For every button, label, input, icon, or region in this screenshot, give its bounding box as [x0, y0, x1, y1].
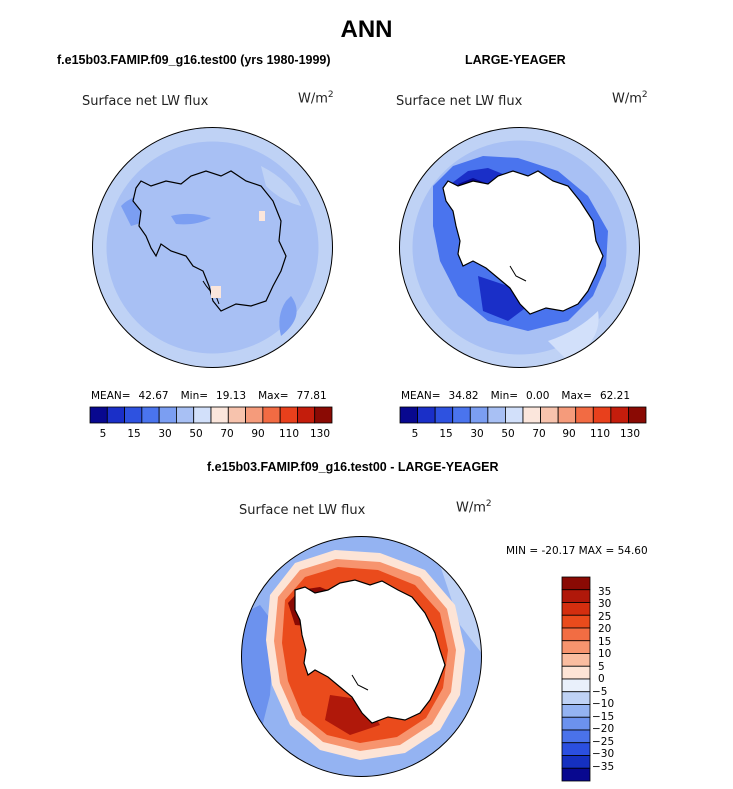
- colorbar-swatch: [575, 406, 594, 424]
- colorbar-swatch: [452, 406, 471, 424]
- colorbar-swatch: [141, 406, 160, 424]
- units-label-model: W/m2: [298, 90, 334, 107]
- colorbar-tick: −35: [592, 761, 615, 773]
- colorbar-swatch: [124, 406, 143, 424]
- minmax-diff: MIN = -20.17 MAX = 54.60: [506, 545, 648, 557]
- colorbar-tick: 0: [598, 673, 605, 685]
- colorbar-swatch: [314, 406, 333, 424]
- colorbar-tick: 5: [411, 428, 419, 440]
- colorbar-obs: [399, 406, 647, 424]
- colorbar-tick: 20: [598, 623, 612, 635]
- colorbar-tick: 90: [562, 428, 576, 440]
- colorbar-tick: 110: [278, 428, 300, 440]
- colorbar-swatch: [561, 678, 591, 693]
- colorbar-swatch: [561, 691, 591, 705]
- units-label-obs: W/m2: [612, 90, 648, 107]
- colorbar-tick: 70: [532, 428, 546, 440]
- colorbar-tick: 15: [439, 428, 453, 440]
- colorbar-tick: 50: [189, 428, 203, 440]
- colorbar-tick: −15: [592, 711, 615, 723]
- colorbar-swatch: [561, 665, 591, 680]
- colorbar-tick: 25: [598, 611, 612, 623]
- panel-title-obs: LARGE-YEAGER: [465, 53, 566, 67]
- colorbar-tick: 70: [220, 428, 234, 440]
- colorbar-swatch: [505, 406, 524, 424]
- colorbar-swatch: [417, 406, 436, 424]
- colorbar-swatch: [557, 406, 577, 424]
- colorbar-swatch: [561, 589, 591, 603]
- colorbar-swatch: [227, 406, 246, 424]
- colorbar-swatch: [434, 406, 454, 424]
- colorbar-swatch: [399, 406, 418, 424]
- colorbar-tick: 5: [598, 661, 605, 673]
- stats-obs: MEAN= 34.82 Min= 0.00 Max= 62.21: [401, 390, 630, 402]
- colorbar-swatch: [592, 406, 612, 424]
- colorbar-tick: 5: [99, 428, 107, 440]
- colorbar-swatch: [522, 406, 541, 424]
- colorbar-swatch: [245, 406, 264, 424]
- stats-model: MEAN= 42.67 Min= 19.13 Max= 77.81: [91, 390, 327, 402]
- colorbar-ticks-model: 5 15 30 50 70 90 110 130: [0, 428, 733, 442]
- colorbar-swatch: [561, 755, 591, 769]
- colorbar-diff: [561, 576, 591, 782]
- colorbar-swatch: [89, 406, 108, 424]
- panel-title-diff: f.e15b03.FAMIP.f09_g16.test00 - LARGE-YE…: [207, 460, 499, 474]
- colorbar-swatch: [561, 653, 591, 667]
- colorbar-tick: 10: [598, 648, 612, 660]
- colorbar-swatch: [561, 729, 591, 744]
- colorbar-swatch: [297, 406, 316, 424]
- colorbar-tick: 30: [470, 428, 484, 440]
- panel-title-model: f.e15b03.FAMIP.f09_g16.test00 (yrs 1980-…: [57, 53, 331, 67]
- colorbar-swatch: [561, 704, 591, 718]
- colorbar-swatch: [279, 406, 298, 424]
- variable-label-obs: Surface net LW flux: [396, 94, 523, 109]
- polar-map-model: [92, 127, 333, 368]
- colorbar-tick: 30: [598, 598, 612, 610]
- colorbar-tick: 90: [251, 428, 265, 440]
- colorbar-swatch: [193, 406, 212, 424]
- colorbar-tick: 130: [619, 428, 641, 440]
- variable-label-diff: Surface net LW flux: [239, 503, 366, 518]
- colorbar-swatch: [106, 406, 125, 424]
- colorbar-swatch: [561, 576, 591, 591]
- colorbar-swatch: [561, 716, 591, 731]
- colorbar-swatch: [540, 406, 559, 424]
- colorbar-tick: 50: [501, 428, 515, 440]
- colorbar-tick: 110: [589, 428, 611, 440]
- colorbar-swatch: [158, 406, 177, 424]
- colorbar-swatch: [561, 742, 591, 756]
- colorbar-swatch: [210, 406, 229, 424]
- variable-label-model: Surface net LW flux: [82, 94, 209, 109]
- colorbar-swatch: [487, 406, 506, 424]
- colorbar-model: [89, 406, 333, 424]
- colorbar-tick: 30: [158, 428, 172, 440]
- colorbar-swatch: [561, 614, 591, 629]
- colorbar-tick: −20: [592, 723, 615, 735]
- colorbar-tick: 15: [127, 428, 141, 440]
- colorbar-swatch: [610, 406, 629, 424]
- colorbar-swatch: [561, 602, 591, 616]
- colorbar-tick: −10: [592, 698, 615, 710]
- colorbar-swatch: [469, 406, 489, 424]
- colorbar-ticks-obs: 5 15 30 50 70 90 110 130: [0, 428, 733, 442]
- colorbar-swatch: [628, 406, 647, 424]
- colorbar-swatch: [176, 406, 195, 424]
- colorbar-tick: −5: [592, 686, 608, 698]
- polar-map-diff: [241, 536, 482, 777]
- colorbar-swatch: [561, 767, 591, 782]
- polar-map-obs: [399, 127, 640, 368]
- units-label-diff: W/m2: [456, 499, 492, 516]
- colorbar-swatch: [262, 406, 281, 424]
- colorbar-tick: −30: [592, 748, 615, 760]
- figure-title: ANN: [340, 16, 393, 43]
- colorbar-tick: −25: [592, 736, 615, 748]
- colorbar-tick: 15: [598, 636, 612, 648]
- colorbar-swatch: [561, 627, 591, 642]
- colorbar-tick: 35: [598, 586, 612, 598]
- colorbar-swatch: [561, 640, 591, 654]
- colorbar-tick: 130: [309, 428, 331, 440]
